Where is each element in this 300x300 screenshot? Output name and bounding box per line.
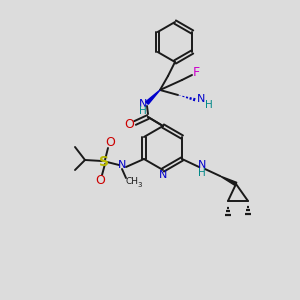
Text: N: N: [197, 94, 205, 104]
Text: N: N: [139, 99, 147, 109]
Text: O: O: [95, 173, 105, 187]
Polygon shape: [146, 90, 160, 104]
Text: N: N: [198, 160, 206, 170]
Text: CH: CH: [125, 178, 139, 187]
Text: S: S: [99, 155, 109, 169]
Text: N: N: [159, 170, 167, 180]
Text: H: H: [205, 100, 213, 110]
Text: O: O: [105, 136, 115, 149]
Text: N: N: [118, 160, 126, 170]
Text: H: H: [198, 168, 206, 178]
Text: F: F: [192, 67, 200, 80]
Text: H: H: [139, 106, 147, 116]
Text: O: O: [124, 118, 134, 130]
Text: 3: 3: [138, 182, 142, 188]
Polygon shape: [220, 176, 237, 186]
